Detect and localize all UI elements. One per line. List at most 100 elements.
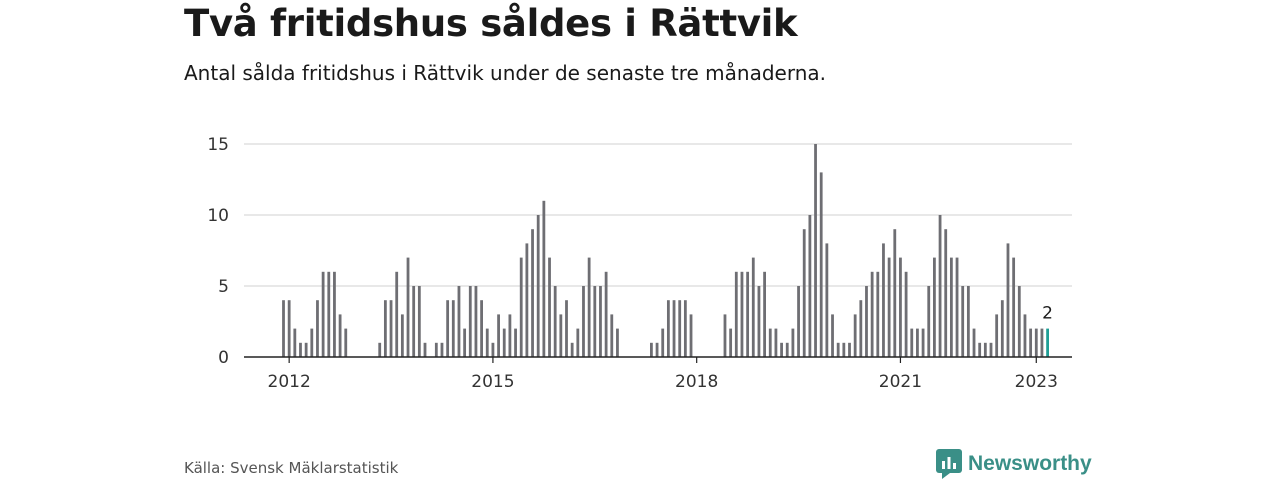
bar: [497, 314, 500, 357]
bar: [899, 257, 902, 357]
y-tick-label: 10: [207, 206, 229, 226]
bar: [446, 300, 450, 357]
bar: [1034, 328, 1038, 357]
newsworthy-logo-icon: [936, 449, 962, 479]
bar: [853, 314, 857, 357]
bar: [474, 286, 478, 357]
bar: [570, 342, 574, 357]
bar: [576, 328, 580, 357]
bar: [1012, 257, 1016, 357]
bar: [333, 271, 336, 357]
bar: [531, 229, 534, 357]
bar: [395, 271, 399, 357]
bar: [683, 300, 687, 357]
bar: [955, 257, 959, 357]
bar: [1006, 243, 1010, 357]
bar: [904, 271, 908, 357]
bar: [451, 300, 455, 357]
bar: [468, 286, 472, 357]
bar: [565, 300, 568, 357]
bar: [400, 314, 404, 357]
bar: [661, 328, 665, 357]
bar: [740, 271, 744, 357]
bar: [978, 342, 982, 357]
bar: [548, 257, 551, 357]
bar: [536, 215, 540, 357]
bar: [876, 271, 880, 357]
bar: [282, 300, 285, 357]
bar: [587, 257, 591, 357]
bar: [604, 271, 608, 357]
bar: [689, 314, 693, 357]
bar: [774, 328, 778, 357]
bar: [599, 286, 602, 357]
bar: [434, 342, 438, 357]
bar: [825, 243, 829, 357]
x-tick-label: 2021: [879, 372, 922, 392]
bar: [819, 172, 823, 357]
bar: [1029, 328, 1033, 357]
bar: [989, 342, 993, 357]
bar: [553, 286, 557, 357]
bar: [299, 342, 302, 357]
brand-name: Newsworthy: [968, 452, 1092, 475]
bar: [310, 328, 314, 357]
y-tick-label: 5: [218, 277, 229, 297]
bar: [378, 342, 382, 357]
bar: [983, 342, 987, 357]
bar: [791, 328, 795, 357]
bar: [757, 286, 761, 357]
bar: [457, 286, 461, 357]
bar: [910, 328, 914, 357]
bar: [508, 314, 512, 357]
bar: [842, 342, 846, 357]
bar: [582, 286, 585, 357]
bar: [972, 328, 976, 357]
bar: [559, 314, 563, 357]
bar: [672, 300, 676, 357]
bar: [491, 342, 495, 357]
bar: [797, 286, 800, 357]
bar: [865, 286, 868, 357]
x-tick-label: 2023: [1015, 372, 1058, 392]
bar: [327, 271, 331, 357]
bar: [882, 243, 885, 357]
bar: [610, 314, 614, 357]
bar: [916, 328, 919, 357]
bar: [655, 342, 659, 357]
bar: [746, 271, 750, 357]
source-note: Källa: Svensk Mäklarstatistik: [184, 459, 399, 477]
bar: [423, 342, 427, 357]
bar: [763, 271, 766, 357]
bar: [1017, 286, 1021, 357]
bar: [514, 328, 517, 357]
bar: [1000, 300, 1004, 357]
bar: [542, 200, 546, 357]
bar: [485, 328, 489, 357]
bar: [751, 257, 755, 357]
bar: [734, 271, 738, 357]
bar: [678, 300, 682, 357]
bar: [338, 314, 342, 357]
bar: [966, 286, 970, 357]
bar: [808, 215, 812, 357]
bar: [729, 328, 733, 357]
bar: [406, 257, 410, 357]
bar: [848, 342, 851, 357]
bar: [344, 328, 348, 357]
bar: [887, 257, 891, 357]
chart-subtitle: Antal sålda fritidshus i Rättvik under d…: [184, 61, 827, 85]
bar: [780, 342, 783, 357]
chart-title: Två fritidshus såldes i Rättvik: [184, 2, 798, 45]
bar: [616, 328, 619, 357]
bar: [412, 286, 416, 357]
bar: [870, 271, 874, 357]
bar: [831, 314, 834, 357]
bar-highlight: [1046, 328, 1049, 357]
bar: [1040, 328, 1044, 357]
data-label-latest: 2: [1042, 304, 1053, 324]
bar: [316, 300, 319, 357]
x-tick-label: 2012: [268, 372, 311, 392]
y-tick-label: 15: [207, 135, 229, 155]
bar: [785, 342, 789, 357]
